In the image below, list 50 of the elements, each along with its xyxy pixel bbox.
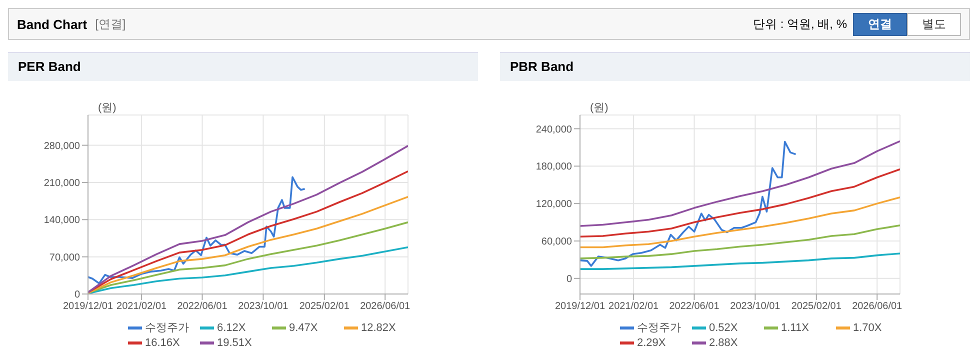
x-tick-label: 2025/02/01 <box>299 301 350 312</box>
y-tick-label: 70,000 <box>49 252 80 264</box>
x-tick-label: 2023/10/01 <box>238 301 289 312</box>
y-axis-title: (원) <box>98 101 116 115</box>
x-tick-label: 2022/06/01 <box>669 301 720 312</box>
legend-label: 19.51X <box>216 337 253 349</box>
legend-label: 0.52X <box>708 320 739 335</box>
y-axis-title: (원) <box>590 101 608 115</box>
y-tick-label: 60,000 <box>541 236 572 248</box>
x-tick-label: 2021/02/01 <box>608 301 660 312</box>
legend-label: 1.70X <box>852 320 883 335</box>
legend-label: 6.12X <box>216 320 247 335</box>
text: Band Chart <box>17 16 88 32</box>
x-tick-label: 2025/02/01 <box>791 301 842 312</box>
text: 단위 : 억원, 배, % <box>752 16 847 32</box>
y-tick-label: 280,000 <box>44 140 80 152</box>
y-tick-label: 210,000 <box>44 178 80 190</box>
x-tick-label: 2019/12/01 <box>62 301 114 312</box>
legend-label: 수정주가 <box>144 321 190 335</box>
line-series <box>88 176 306 284</box>
line-series <box>580 224 900 260</box>
x-tick-label: 2019/12/01 <box>554 301 606 312</box>
legend-label: 2.29X <box>636 337 667 349</box>
legend-label: 수정주가 <box>636 321 682 335</box>
x-tick-label: 2026/06/01 <box>852 301 903 312</box>
chart-title: PER Band <box>8 52 478 81</box>
line-series <box>580 140 900 227</box>
y-tick-label: 120,000 <box>536 199 572 210</box>
y-tick-label: 140,000 <box>44 215 80 226</box>
y-tick-label: 240,000 <box>536 124 572 136</box>
y-tick-label: 180,000 <box>536 162 572 173</box>
legend-label: 9.47X <box>288 320 319 335</box>
legend-label: 12.82X <box>360 320 397 335</box>
x-tick-label: 2021/02/01 <box>116 301 168 312</box>
line-series <box>580 168 900 238</box>
legend-label: 16.16X <box>144 337 181 349</box>
line-series <box>580 252 900 270</box>
y-tick-label: 0 <box>566 274 572 285</box>
x-tick-label: 2026/06/01 <box>360 301 411 312</box>
legend-label: 1.11X <box>780 320 810 335</box>
y-tick-label: 0 <box>74 290 80 301</box>
x-tick-label: 2022/06/01 <box>177 301 228 312</box>
legend-label: 2.88X <box>708 337 739 349</box>
text: [연결] <box>95 16 126 32</box>
text: 별도 <box>907 12 961 36</box>
x-tick-label: 2023/10/01 <box>730 301 781 312</box>
line-series <box>580 140 797 267</box>
chart-title: PBR Band <box>500 52 970 81</box>
text: 연결 <box>853 12 907 36</box>
line-series <box>580 196 900 248</box>
